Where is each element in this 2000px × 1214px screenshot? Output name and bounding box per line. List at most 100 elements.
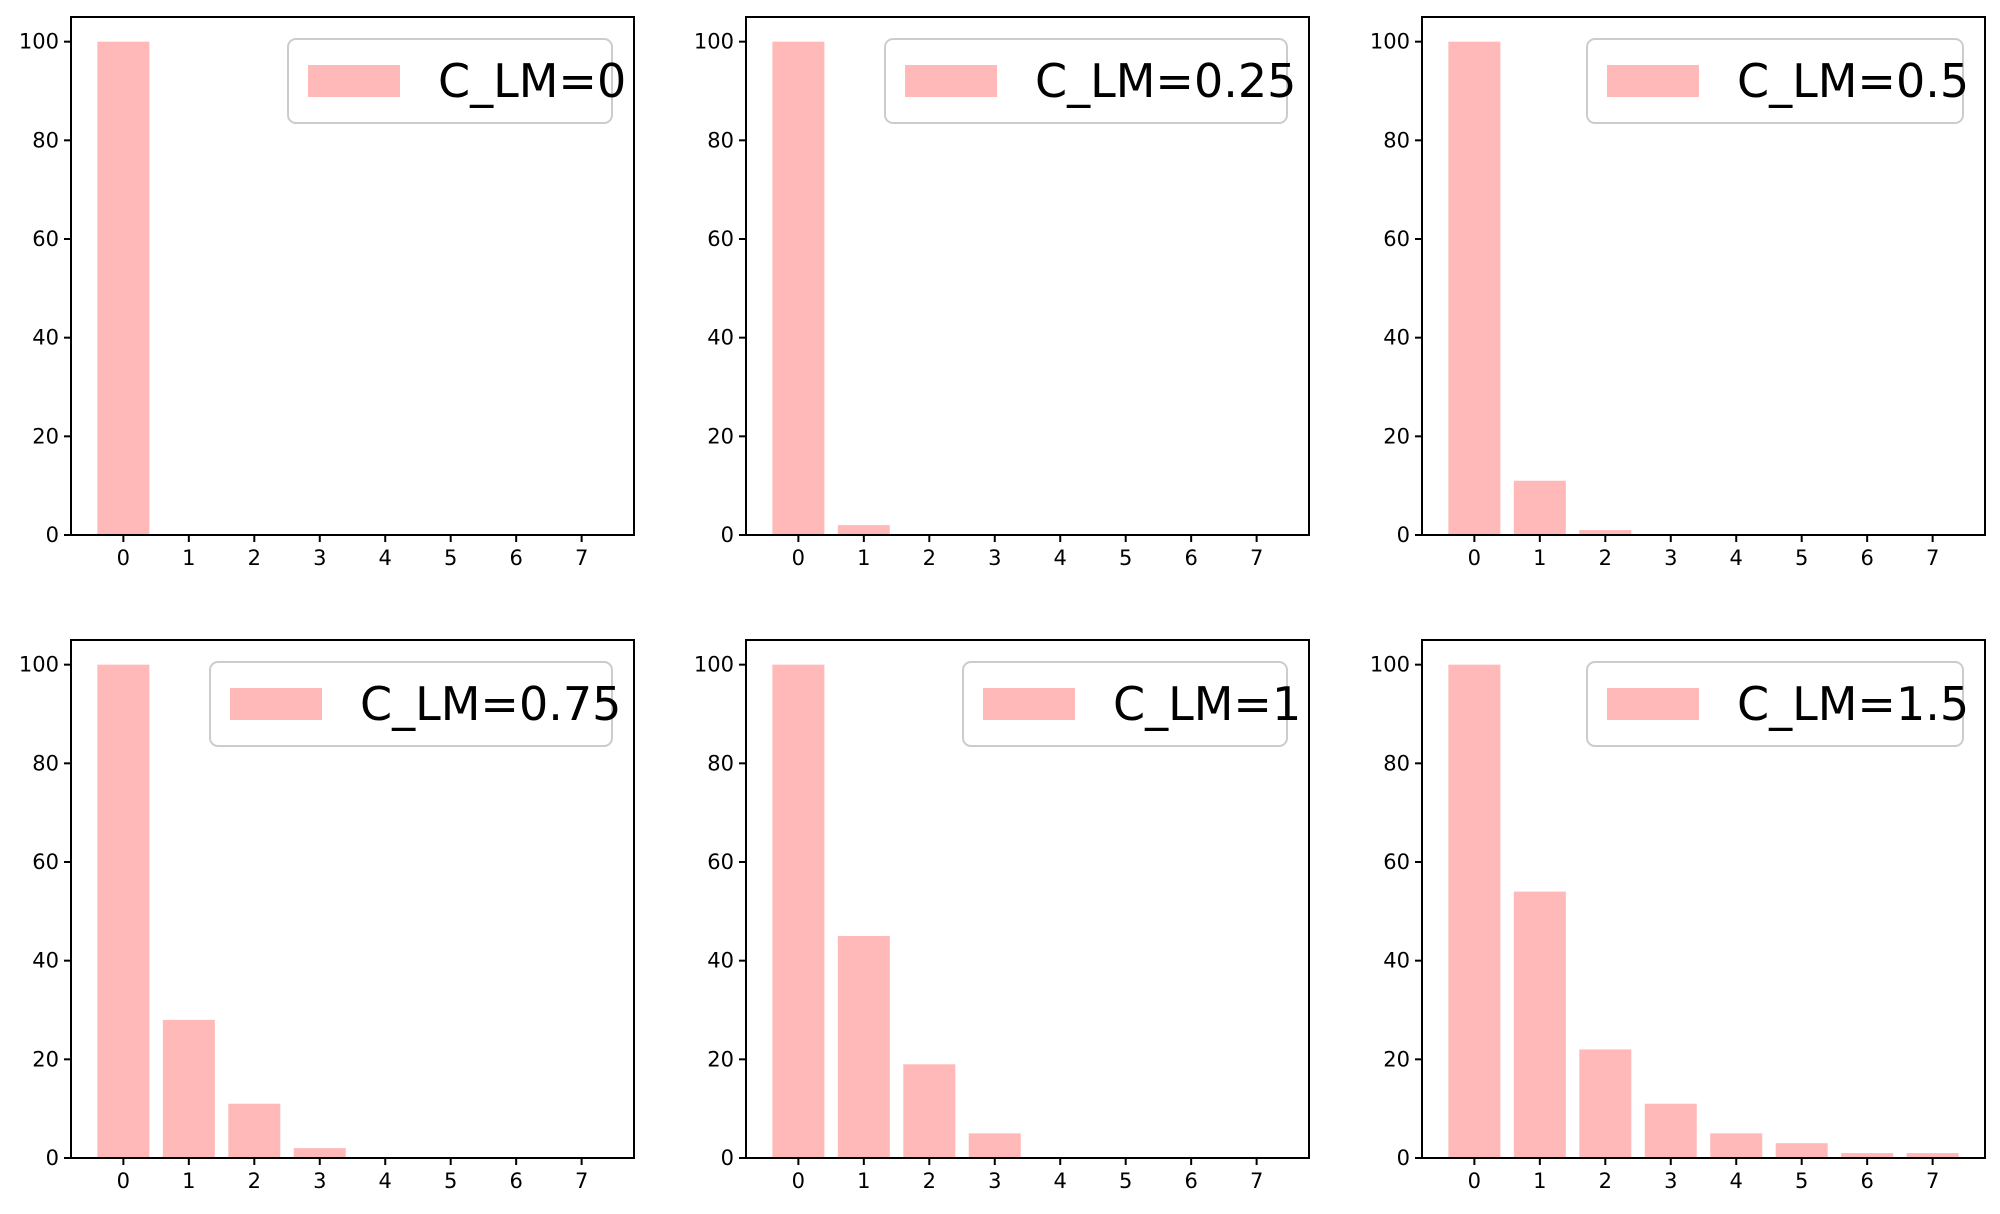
bar-1 — [837, 525, 890, 535]
x-tick-label-3: 3 — [988, 1169, 1001, 1193]
x-tick-label-4: 4 — [1730, 546, 1743, 570]
y-tick-label-100: 100 — [694, 653, 734, 677]
x-tick-label-1: 1 — [857, 1169, 870, 1193]
x-tick-label-4: 4 — [1054, 1169, 1067, 1193]
y-tick-label-0: 0 — [721, 523, 734, 547]
y-tick-label-60: 60 — [32, 850, 59, 874]
legend-swatch — [1607, 65, 1699, 97]
bar-0 — [772, 41, 825, 536]
plot-frame — [745, 16, 1310, 536]
legend-label: C_LM=0.25 — [1035, 54, 1296, 108]
x-tick-label-5: 5 — [1119, 1169, 1132, 1193]
x-tick-label-5: 5 — [444, 546, 457, 570]
x-tick-label-6: 6 — [1860, 546, 1873, 570]
bar-1 — [837, 936, 890, 1158]
y-tick-label-60: 60 — [1383, 227, 1410, 251]
legend-swatch — [905, 65, 997, 97]
legend-box — [209, 661, 613, 747]
y-tick-label-60: 60 — [707, 227, 734, 251]
x-tick-label-1: 1 — [182, 546, 195, 570]
x-tick-label-0: 0 — [1468, 1169, 1481, 1193]
y-tick-label-100: 100 — [694, 30, 734, 54]
y-tick-label-80: 80 — [1383, 128, 1410, 152]
x-tick-label-0: 0 — [792, 546, 805, 570]
x-tick-label-1: 1 — [182, 1169, 195, 1193]
y-tick-label-0: 0 — [1397, 1146, 1410, 1170]
y-tick-label-40: 40 — [1383, 949, 1410, 973]
legend-swatch — [308, 65, 400, 97]
legend-box — [1586, 38, 1964, 124]
x-tick-label-5: 5 — [444, 1169, 457, 1193]
x-tick-label-3: 3 — [313, 546, 326, 570]
y-tick-label-20: 20 — [707, 424, 734, 448]
x-tick-label-4: 4 — [1730, 1169, 1743, 1193]
bar-7 — [1906, 1153, 1959, 1158]
plot-frame — [70, 16, 635, 536]
bar-0 — [1448, 41, 1501, 536]
legend-box — [962, 661, 1288, 747]
bar-1 — [162, 1019, 215, 1158]
legend-label: C_LM=0 — [438, 54, 626, 108]
y-tick-label-0: 0 — [721, 1146, 734, 1170]
y-tick-label-100: 100 — [19, 30, 59, 54]
x-tick-label-7: 7 — [575, 546, 588, 570]
y-tick-label-40: 40 — [32, 949, 59, 973]
bar-0 — [772, 664, 825, 1158]
x-tick-label-3: 3 — [988, 546, 1001, 570]
x-tick-label-2: 2 — [248, 546, 261, 570]
y-tick-label-80: 80 — [707, 128, 734, 152]
y-tick-label-60: 60 — [32, 227, 59, 251]
x-tick-label-4: 4 — [379, 546, 392, 570]
bar-0 — [97, 664, 150, 1158]
y-tick-label-60: 60 — [707, 850, 734, 874]
legend-box — [884, 38, 1288, 124]
x-tick-label-4: 4 — [1054, 546, 1067, 570]
y-tick-label-100: 100 — [19, 653, 59, 677]
x-tick-label-2: 2 — [248, 1169, 261, 1193]
legend-label: C_LM=1.5 — [1737, 677, 1969, 731]
x-tick-label-1: 1 — [857, 546, 870, 570]
legend-swatch — [230, 688, 322, 720]
chart-panel-4: 0 1 2 3 4 5 6 7 0 20 40 60 80 100 C_LM=0.75 — [19, 639, 635, 1193]
plot-frame — [1421, 16, 1986, 536]
y-tick-label-100: 100 — [1370, 653, 1410, 677]
y-tick-label-0: 0 — [46, 1146, 59, 1170]
legend-box — [1586, 661, 1964, 747]
x-tick-label-6: 6 — [509, 1169, 522, 1193]
bar-1 — [1513, 480, 1566, 535]
x-tick-label-7: 7 — [1926, 1169, 1939, 1193]
bar-2 — [1579, 1049, 1632, 1158]
y-tick-label-20: 20 — [32, 1047, 59, 1071]
x-tick-label-7: 7 — [1926, 546, 1939, 570]
y-tick-label-60: 60 — [1383, 850, 1410, 874]
legend-swatch — [983, 688, 1075, 720]
chart-panel-2: 0 1 2 3 4 5 6 7 0 20 40 60 80 100 C_LM=0.25 — [694, 16, 1310, 570]
x-tick-label-7: 7 — [575, 1169, 588, 1193]
x-tick-label-6: 6 — [1184, 1169, 1197, 1193]
legend-label: C_LM=1 — [1113, 677, 1301, 731]
legend-label: C_LM=0.75 — [360, 677, 621, 731]
x-tick-label-7: 7 — [1250, 546, 1263, 570]
x-tick-label-0: 0 — [792, 1169, 805, 1193]
x-tick-label-5: 5 — [1119, 546, 1132, 570]
plot-frame — [745, 639, 1310, 1159]
legend-swatch — [1607, 688, 1699, 720]
bar-6 — [1841, 1153, 1894, 1158]
x-tick-label-5: 5 — [1795, 546, 1808, 570]
x-tick-label-3: 3 — [1664, 546, 1677, 570]
y-tick-label-80: 80 — [707, 751, 734, 775]
y-tick-label-0: 0 — [1397, 523, 1410, 547]
plot-frame — [70, 639, 635, 1159]
x-tick-label-6: 6 — [509, 546, 522, 570]
x-tick-label-2: 2 — [1599, 1169, 1612, 1193]
y-tick-label-20: 20 — [1383, 1047, 1410, 1071]
y-tick-label-80: 80 — [32, 751, 59, 775]
bar-5 — [1775, 1143, 1828, 1158]
bar-2 — [1579, 530, 1632, 535]
x-tick-label-0: 0 — [117, 1169, 130, 1193]
bar-3 — [1644, 1103, 1697, 1158]
x-tick-label-0: 0 — [117, 546, 130, 570]
chart-panel-6: 0 1 2 3 4 5 6 7 0 20 40 60 80 100 C_LM=1.5 — [1370, 639, 1986, 1193]
bar-2 — [903, 1064, 956, 1158]
